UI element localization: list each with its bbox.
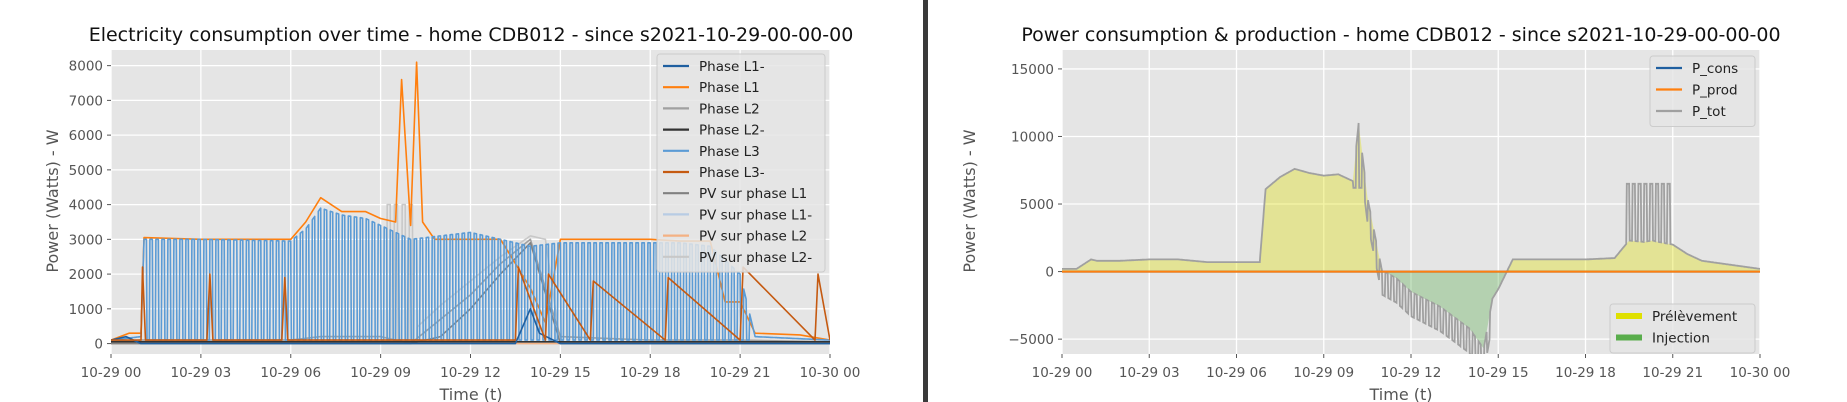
y-tick-label: 5000: [1020, 197, 1054, 213]
legend-label: P_tot: [1692, 104, 1726, 120]
x-tick-label: 10-29 21: [710, 365, 771, 381]
consumption-chart: Electricity consumption over time - home…: [43, 24, 860, 402]
legend: P_cons P_prod P_tot: [1649, 55, 1756, 127]
x-tick-label: 10-30 00: [800, 365, 861, 381]
x-tick-label: 10-29 06: [1206, 365, 1267, 381]
x-tick-label: 10-29 09: [1293, 365, 1354, 381]
x-tick-label: 10-29 15: [1468, 365, 1529, 381]
legend-label: PV sur phase L1: [699, 186, 807, 202]
x-tick-label: 10-29 03: [1119, 365, 1180, 381]
y-tick-label: −5000: [1008, 332, 1054, 348]
x-tick-label: 10-29 09: [350, 365, 411, 381]
y-tick-label: 7000: [69, 93, 103, 109]
legend-label: PV sur phase L2: [699, 229, 807, 245]
y-tick-label: 1000: [69, 302, 103, 318]
y-tick-label: 3000: [69, 232, 103, 248]
legend-box: [1609, 303, 1756, 354]
panel-separator: [923, 0, 928, 402]
x-tick-label: 10-29 06: [260, 365, 321, 381]
x-tick-label: 10-29 18: [1555, 365, 1616, 381]
legend-label: Prélèvement: [1652, 309, 1737, 325]
y-tick-label: 5000: [69, 163, 103, 179]
chart-title: Electricity consumption over time - home…: [89, 24, 854, 46]
series-line-p-tot: [1062, 122, 1760, 354]
area-legend: Prélèvement Injection: [1609, 303, 1756, 354]
series-group: [1062, 122, 1760, 354]
legend-label: Phase L2: [699, 101, 760, 117]
legend-label: Phase L1: [699, 80, 760, 96]
x-tick-label: 10-29 21: [1642, 365, 1703, 381]
x-tick-label: 10-29 18: [620, 365, 681, 381]
series-group: [111, 61, 830, 345]
legend-label: PV sur phase L1-: [699, 207, 812, 223]
legend-box: [1649, 55, 1756, 127]
x-axis-label: Time (t): [439, 385, 503, 402]
legend-label: Phase L2-: [699, 123, 765, 139]
legend-label: P_cons: [1692, 61, 1738, 77]
x-tick-label: 10-30 00: [1730, 365, 1791, 381]
y-axis-label: Power (Watts) - W: [960, 129, 979, 272]
legend-label: Phase L3: [699, 144, 760, 160]
y-tick-label: 8000: [69, 59, 103, 75]
x-tick-label: 10-29 03: [171, 365, 232, 381]
chart-title: Power consumption & production - home CD…: [1021, 24, 1780, 46]
legend: Phase L1- Phase L1 Phase L2 Phase L2- Phase …: [656, 53, 826, 273]
legend-label: P_prod: [1692, 83, 1738, 99]
y-tick-label: 6000: [69, 128, 103, 144]
y-tick-label: 0: [94, 337, 103, 353]
legend-label: Phase L1-: [699, 59, 765, 75]
x-tick-label: 10-29 00: [1032, 365, 1093, 381]
area-prelevement: [1062, 123, 1760, 272]
y-axis-label: Power (Watts) - W: [43, 129, 62, 272]
x-axis-label: Time (t): [1369, 385, 1433, 402]
y-tick-label: 15000: [1011, 62, 1054, 78]
legend-label: Phase L3-: [699, 165, 765, 181]
x-tick-label: 10-29 12: [440, 365, 501, 381]
x-tick-label: 10-29 00: [81, 365, 142, 381]
legend-label: Injection: [1652, 331, 1710, 347]
power-balance-chart: Power consumption & production - home CD…: [960, 24, 1790, 402]
x-tick-label: 10-29 12: [1381, 365, 1442, 381]
legend-label: PV sur phase L2-: [699, 250, 812, 266]
legend-box: [656, 53, 826, 273]
series-line-phase-l3-: [111, 266, 830, 341]
area-injection: [1062, 271, 1760, 349]
plot-area: 10-29 00 10-29 03 10-29 06 10-29 09 10-29 12…: [1008, 50, 1790, 381]
y-tick-label: 2000: [69, 267, 103, 283]
x-tick-label: 10-29 15: [530, 365, 591, 381]
y-tick-label: 0: [1045, 265, 1054, 281]
y-tick-label: 10000: [1011, 129, 1054, 145]
y-tick-label: 4000: [69, 198, 103, 214]
